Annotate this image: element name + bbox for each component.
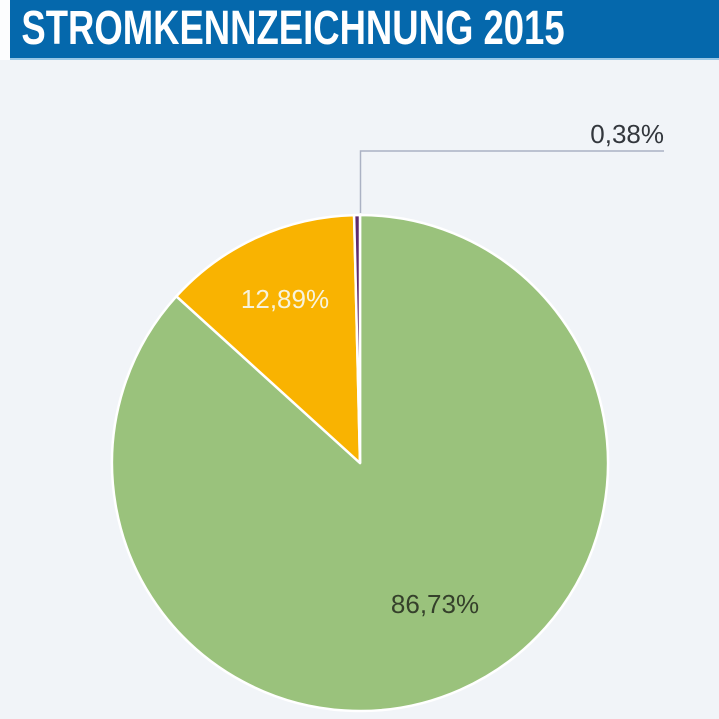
slice-label-purple: 0,38% [590, 119, 664, 149]
header-left-margin [0, 0, 10, 60]
callout-group [359, 150, 664, 213]
slice-labels: 86,73% 12,89% 0,38% [241, 119, 664, 619]
pie-slice-purple [352, 213, 362, 465]
slice-label-green: 86,73% [391, 589, 479, 619]
callout-line [359, 150, 664, 213]
page-title: STROMKENNZEICHNUNG 2015 [21, 2, 565, 55]
pie-slices [110, 213, 610, 713]
pie-slice-green [110, 213, 610, 713]
slice-label-orange: 12,89% [241, 284, 329, 314]
pie-slice-orange [175, 213, 362, 465]
header-bar: STROMKENNZEICHNUNG 2015 [10, 0, 719, 60]
